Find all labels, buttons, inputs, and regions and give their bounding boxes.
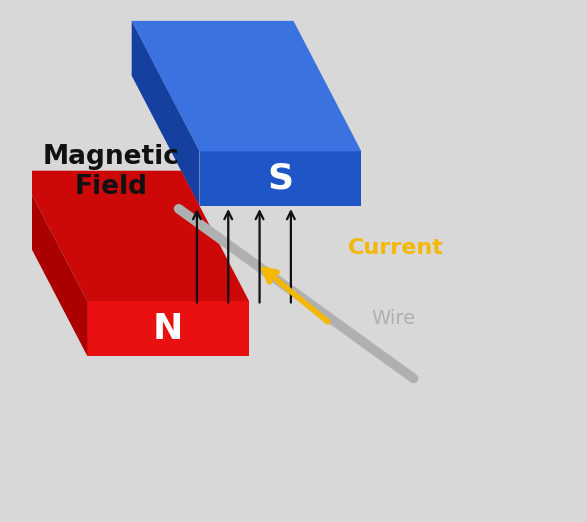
Polygon shape <box>19 171 249 301</box>
Text: Wire: Wire <box>372 309 416 328</box>
Polygon shape <box>131 21 200 206</box>
Text: N: N <box>153 312 183 346</box>
Text: Current: Current <box>348 238 444 258</box>
Polygon shape <box>19 171 87 356</box>
Polygon shape <box>87 301 249 356</box>
Text: S: S <box>268 162 294 196</box>
Polygon shape <box>200 151 362 206</box>
Text: Magnetic
Field: Magnetic Field <box>42 144 179 200</box>
Polygon shape <box>131 21 362 151</box>
